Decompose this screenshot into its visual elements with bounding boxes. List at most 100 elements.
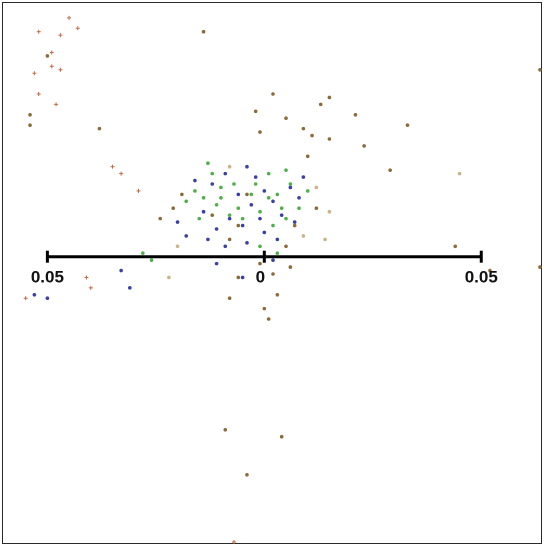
data-point bbox=[32, 292, 37, 297]
data-point bbox=[236, 192, 241, 197]
data-point bbox=[301, 126, 306, 131]
data-point bbox=[284, 244, 288, 249]
x-tick-label-center: 0 bbox=[256, 268, 265, 287]
data-point bbox=[284, 168, 288, 172]
data-point bbox=[253, 182, 258, 186]
data-point bbox=[301, 175, 306, 179]
data-point bbox=[305, 189, 310, 193]
data-point bbox=[271, 258, 275, 262]
data-point bbox=[292, 223, 297, 228]
data-point bbox=[54, 102, 59, 107]
data-point bbox=[236, 206, 241, 211]
data-point bbox=[227, 296, 232, 301]
data-point bbox=[184, 234, 189, 238]
data-point bbox=[36, 29, 41, 34]
data-point bbox=[58, 33, 63, 38]
data-point bbox=[240, 223, 245, 228]
data-point bbox=[167, 275, 171, 280]
data-point bbox=[201, 29, 206, 34]
data-point bbox=[258, 244, 262, 249]
data-point bbox=[201, 209, 206, 214]
data-point bbox=[227, 216, 232, 221]
data-point bbox=[219, 196, 223, 200]
data-point bbox=[453, 244, 458, 249]
data-point bbox=[314, 185, 319, 190]
data-point bbox=[275, 251, 280, 256]
points-layer bbox=[23, 15, 542, 544]
data-point bbox=[262, 230, 267, 235]
data-point bbox=[171, 206, 176, 211]
data-point bbox=[49, 64, 54, 69]
data-point bbox=[327, 209, 332, 214]
data-point bbox=[210, 171, 215, 176]
data-point bbox=[305, 154, 310, 159]
data-point bbox=[327, 95, 332, 100]
data-point bbox=[227, 164, 232, 169]
data-point bbox=[262, 306, 267, 311]
data-point bbox=[219, 185, 223, 190]
data-point bbox=[271, 92, 275, 96]
data-point bbox=[206, 237, 210, 242]
data-point bbox=[128, 286, 132, 290]
data-point bbox=[223, 427, 228, 432]
data-point bbox=[193, 178, 197, 183]
data-point bbox=[538, 265, 542, 269]
data-point bbox=[223, 171, 228, 176]
data-point bbox=[206, 161, 210, 166]
data-point bbox=[28, 112, 32, 117]
data-point bbox=[245, 164, 249, 169]
data-point bbox=[84, 275, 89, 280]
data-point bbox=[362, 144, 366, 148]
data-point bbox=[323, 237, 327, 242]
data-point bbox=[288, 182, 293, 186]
data-point bbox=[284, 216, 288, 221]
data-point bbox=[266, 317, 271, 321]
data-point bbox=[271, 199, 275, 204]
data-point bbox=[97, 126, 102, 131]
data-point bbox=[457, 171, 462, 176]
data-point bbox=[271, 272, 275, 276]
x-tick-label-left: 0.05 bbox=[31, 268, 64, 287]
data-point bbox=[67, 15, 72, 20]
data-point bbox=[266, 196, 271, 200]
data-point bbox=[136, 188, 141, 193]
data-point bbox=[388, 168, 392, 172]
data-point bbox=[318, 102, 323, 107]
data-point bbox=[271, 223, 275, 228]
data-point bbox=[214, 202, 219, 207]
data-point bbox=[288, 185, 293, 190]
data-point bbox=[201, 196, 206, 200]
data-point bbox=[253, 109, 258, 114]
data-point bbox=[258, 216, 262, 221]
data-point bbox=[249, 202, 254, 207]
data-point bbox=[236, 223, 241, 228]
data-point bbox=[180, 192, 184, 197]
data-point bbox=[231, 540, 236, 544]
data-point bbox=[23, 296, 28, 301]
data-point bbox=[297, 196, 301, 200]
x-axis: 0.05 0 0.05 bbox=[31, 250, 498, 287]
data-point bbox=[292, 220, 297, 224]
data-point bbox=[405, 123, 410, 127]
data-point bbox=[258, 209, 262, 214]
data-point bbox=[275, 192, 280, 197]
data-point bbox=[288, 265, 293, 269]
data-point bbox=[279, 213, 284, 217]
data-point bbox=[253, 175, 258, 179]
data-point bbox=[236, 275, 241, 280]
data-point bbox=[245, 241, 249, 245]
x-tick-label-right: 0.05 bbox=[465, 268, 498, 287]
data-point bbox=[45, 296, 50, 301]
data-point bbox=[310, 133, 314, 138]
data-point bbox=[297, 206, 301, 211]
data-point bbox=[175, 220, 180, 224]
data-point bbox=[232, 182, 236, 186]
data-point bbox=[45, 54, 50, 58]
data-point bbox=[32, 71, 37, 76]
data-point bbox=[538, 67, 542, 72]
data-point bbox=[149, 258, 154, 262]
data-point bbox=[28, 123, 32, 127]
data-point bbox=[258, 261, 262, 266]
data-point bbox=[240, 275, 245, 280]
